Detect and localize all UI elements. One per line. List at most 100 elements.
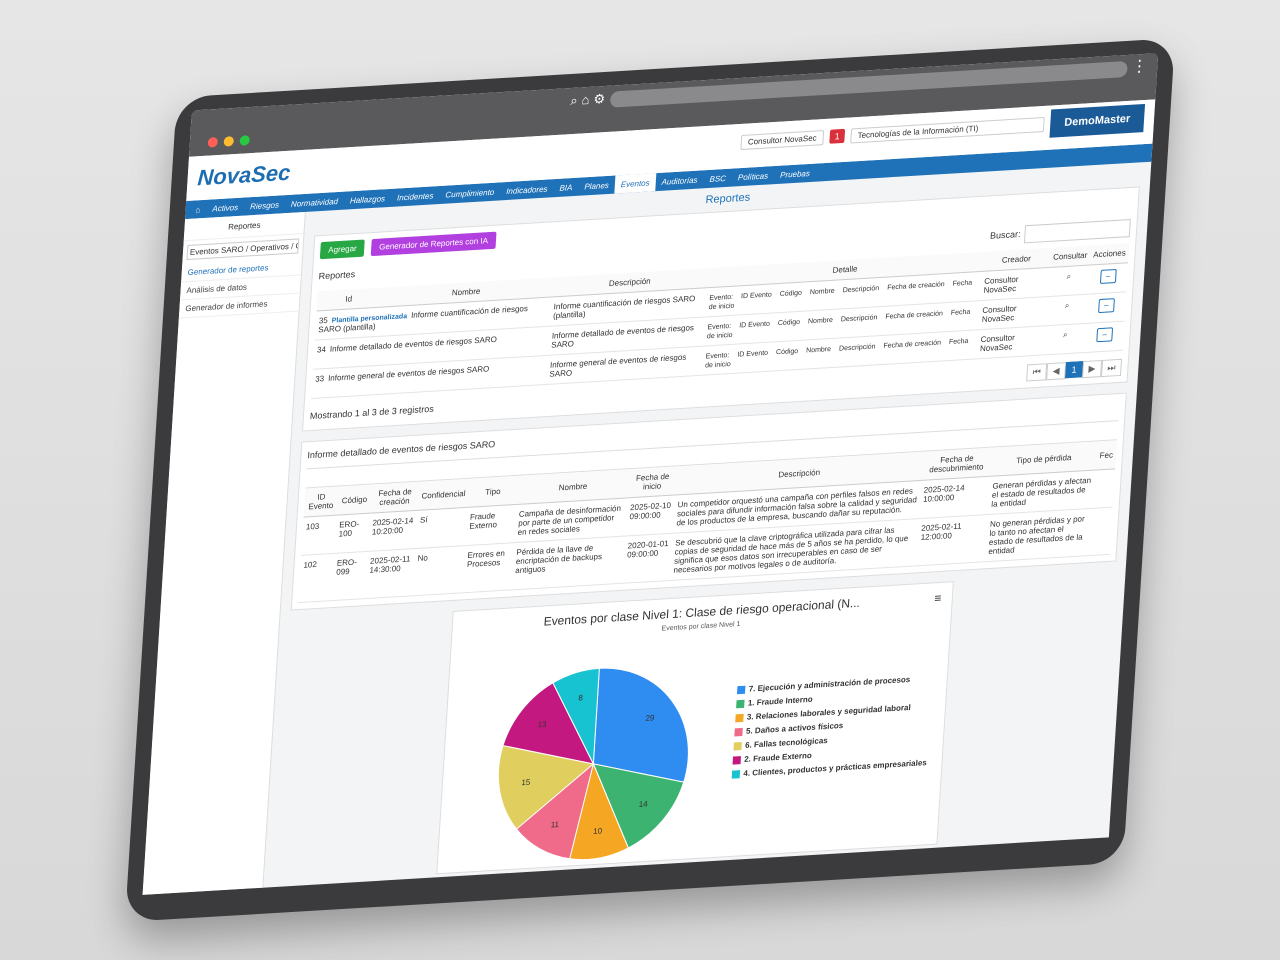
maximize-dot[interactable] — [239, 135, 251, 146]
cell: Fraude Externo — [465, 504, 517, 546]
creator: Consultor NovaSec — [978, 296, 1048, 330]
slice-label: 29 — [645, 713, 655, 723]
address-bar[interactable] — [609, 60, 1128, 108]
search-label: Buscar: — [989, 228, 1021, 241]
home-icon[interactable]: ⌂ — [195, 204, 201, 214]
pie-slice — [501, 682, 594, 765]
org-select[interactable]: Tecnologías de la Información (TI) — [850, 116, 1045, 144]
current-page[interactable]: 1 — [1065, 361, 1084, 379]
ai-button[interactable]: Generador de Reportes con IA — [370, 231, 497, 257]
legend-swatch — [733, 727, 743, 736]
slice-label: 13 — [537, 720, 547, 730]
legend-label: 6. Fallas tecnológicas — [744, 735, 829, 750]
search-icon[interactable]: ⌕ — [1066, 271, 1072, 281]
browser-menu[interactable]: ⋮ — [1130, 57, 1148, 76]
pie-slice — [515, 762, 594, 860]
nav-item[interactable]: BSC — [709, 173, 727, 184]
minimize-dot[interactable] — [223, 136, 235, 147]
detail-field: Código — [775, 347, 799, 357]
legend-swatch — [735, 699, 745, 708]
search-icon[interactable]: ⌕ — [1062, 329, 1068, 340]
nav-item[interactable]: BIA — [559, 182, 573, 193]
nav-item[interactable]: Planes — [584, 180, 610, 191]
creator: Consultor NovaSec — [976, 325, 1046, 359]
column-header: Confidencial — [417, 478, 470, 511]
id: 34 — [316, 344, 327, 355]
cell: ERO-100 — [334, 513, 371, 554]
reports-card: Agregar Generador de Reportes con IA Rep… — [301, 186, 1140, 432]
action-button[interactable]: – — [1099, 268, 1117, 284]
slice-label: 10 — [592, 826, 602, 836]
slice-label: 15 — [521, 778, 531, 788]
column-header: ID Evento — [303, 486, 339, 518]
pie-slice — [497, 744, 594, 830]
detail-label: Evento: — [705, 352, 730, 361]
detail-label: Evento: — [707, 322, 732, 332]
cell: Sí — [415, 507, 468, 549]
legend-swatch — [731, 769, 740, 779]
legend-swatch — [736, 685, 745, 694]
column-header: Consultar — [1049, 245, 1091, 268]
legend-label: 2. Fraude Externo — [744, 750, 813, 764]
last-page[interactable]: ⏭ — [1100, 358, 1123, 378]
content: Reportes Eventos SARO / Operativos / Ope… — [142, 162, 1152, 895]
logo[interactable]: NovaSec — [196, 159, 292, 191]
legend-label: 1. Fraude Interno — [747, 694, 813, 708]
search-input[interactable] — [1023, 219, 1131, 244]
cell: 2025-02-11 12:00:00 — [915, 514, 988, 566]
cell: 103 — [301, 515, 337, 556]
column-header: Acciones — [1089, 243, 1130, 266]
legend-swatch — [732, 741, 742, 751]
reports-title: Reportes — [318, 269, 356, 282]
search: Buscar: — [989, 219, 1131, 245]
detail-card: Informe detallado de eventos de riesgos … — [290, 392, 1127, 611]
creator: Consultor NovaSec — [980, 267, 1050, 301]
chart-menu[interactable]: ≡ — [933, 590, 942, 606]
column-header: Tipo — [467, 475, 519, 508]
cell: Errores en Procesos — [462, 542, 515, 593]
name: Informe detallado de eventos de riesgos … — [329, 334, 498, 354]
cell — [1093, 468, 1116, 509]
action-button[interactable]: – — [1097, 298, 1115, 314]
detail-field: Nombre — [809, 287, 835, 297]
action-button[interactable]: – — [1095, 327, 1113, 343]
detail-field: ID Evento — [737, 349, 769, 359]
column-header: Fecha de inicio — [627, 466, 678, 498]
close-dot[interactable] — [207, 137, 219, 148]
browser-icons: ⌕⌂⚙ — [569, 90, 610, 109]
cell: 2025-02-14 10:00:00 — [918, 476, 991, 519]
column-header: Código — [336, 484, 372, 516]
table-info: Mostrando 1 al 3 de 3 registros — [309, 403, 435, 421]
prev-page[interactable]: ◀ — [1046, 362, 1067, 381]
next-page[interactable]: ▶ — [1082, 359, 1102, 379]
brand: DemoMaster — [1049, 103, 1146, 138]
legend-label: 5. Daños a activos físicos — [745, 720, 844, 736]
cell: Pérdida de la llave de encriptación de b… — [511, 536, 626, 590]
column-header: Fec — [1095, 440, 1117, 471]
action-cell: – — [1084, 321, 1125, 353]
screen: ⌕⌂⚙ ⋮ NovaSec Consultor NovaSec 1 Tecnol… — [142, 53, 1159, 895]
cell: 2025-02-10 09:00:00 — [625, 495, 676, 537]
search-icon[interactable]: ⌕ — [1064, 300, 1070, 311]
action-cell: – — [1087, 262, 1129, 295]
first-page[interactable]: ⏮ — [1026, 363, 1048, 382]
consult-cell: ⌕ — [1045, 294, 1088, 326]
detail-field: Código — [779, 289, 803, 299]
nav-item[interactable]: Activos — [212, 202, 239, 213]
legend: 7. Ejecución y administración de proceso… — [731, 674, 932, 784]
add-button[interactable]: Agregar — [319, 239, 366, 260]
detail-field: Fecha de creación — [886, 281, 945, 292]
detail-field: Descripción — [840, 314, 878, 324]
detail-field: Fecha de creación — [883, 339, 942, 350]
device-frame: ⌕⌂⚙ ⋮ NovaSec Consultor NovaSec 1 Tecnol… — [124, 38, 1176, 922]
sidebar-select[interactable]: Eventos SARO / Operativos / Operacio — [186, 238, 300, 261]
user-menu[interactable]: Consultor NovaSec — [740, 129, 825, 150]
notification-badge[interactable]: 1 — [829, 128, 846, 144]
name: Informe general de eventos de riesgos SA… — [327, 364, 490, 383]
detail-field: ID Evento — [740, 291, 772, 301]
detail-field: Nombre — [805, 346, 832, 355]
pie: 29 14 10 11 15 13 8 — [497, 667, 689, 861]
cell: Generan pérdidas y afectan el estado de … — [987, 470, 1096, 515]
slice-label: 8 — [578, 693, 584, 702]
